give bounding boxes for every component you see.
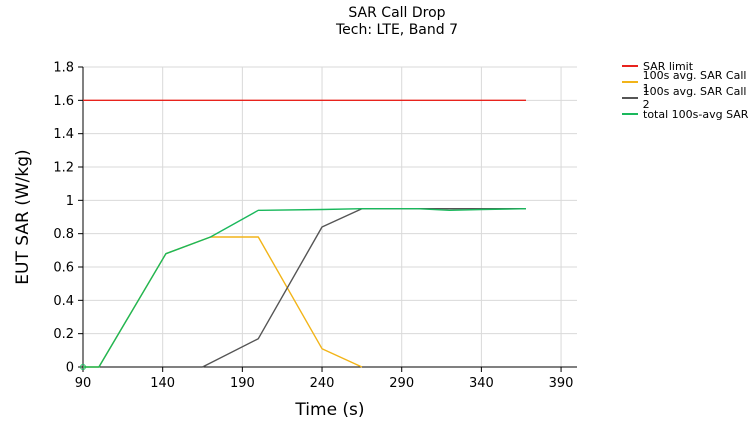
y-tick-label: 1.2	[53, 161, 74, 176]
y-tick-label: 0.6	[53, 261, 74, 276]
legend-swatch	[622, 113, 638, 115]
y-tick-label: 1	[66, 194, 74, 209]
legend-swatch	[622, 81, 638, 83]
legend-item-call-2: 100s avg. SAR Call 2	[622, 85, 754, 111]
chart-subtitle: Tech: LTE, Band 7	[336, 22, 458, 38]
legend-swatch	[622, 65, 638, 67]
legend-label: SAR limit	[643, 59, 694, 73]
legend-label: 100s avg. SAR Call 2	[642, 85, 747, 111]
data-point	[80, 364, 86, 370]
x-tick-label: 90	[75, 376, 92, 391]
x-tick-label: 290	[389, 376, 414, 391]
series-line-3	[83, 207, 527, 368]
axes	[78, 66, 577, 372]
series-line-2	[202, 207, 526, 368]
legend-item-call-1: 100s avg. SAR Call 1	[622, 69, 754, 95]
series-line-1	[83, 236, 363, 368]
legend-swatch	[622, 97, 638, 99]
y-axis-label: EUT SAR (W/kg)	[13, 149, 33, 284]
x-axis-label: Time (s)	[294, 400, 364, 420]
x-tick-label: 390	[549, 376, 574, 391]
axis-labels: 90 140 190 240 290 340 390 0 0.2 0.4 0.6 0.8 1 1.2 1.4…	[13, 61, 573, 421]
legend-item-sar-limit: SAR limit	[622, 58, 754, 74]
y-tick-label: 0.2	[53, 327, 74, 342]
chart-title: SAR Call Drop	[348, 5, 446, 21]
legend-label: 100s avg. SAR Call 1	[642, 69, 747, 95]
y-tick-label: 0	[66, 361, 74, 376]
y-tick-label: 1.4	[53, 127, 74, 142]
x-tick-label: 240	[310, 376, 335, 391]
legend: SAR limit 100s avg. SAR Call 1 100s avg.…	[622, 58, 754, 122]
x-tick-label: 340	[469, 376, 494, 391]
y-tick-label: 1.6	[53, 94, 74, 109]
y-tick-label: 1.8	[53, 61, 74, 76]
series-lines	[80, 99, 527, 370]
legend-item-total: total 100s-avg SAR	[622, 106, 754, 122]
y-tick-label: 0.4	[53, 294, 74, 309]
grid-lines	[82, 66, 577, 368]
y-tick-label: 0.8	[53, 227, 74, 242]
x-tick-label: 140	[150, 376, 175, 391]
x-tick-label: 190	[230, 376, 255, 391]
legend-label: total 100s-avg SAR	[643, 107, 749, 121]
